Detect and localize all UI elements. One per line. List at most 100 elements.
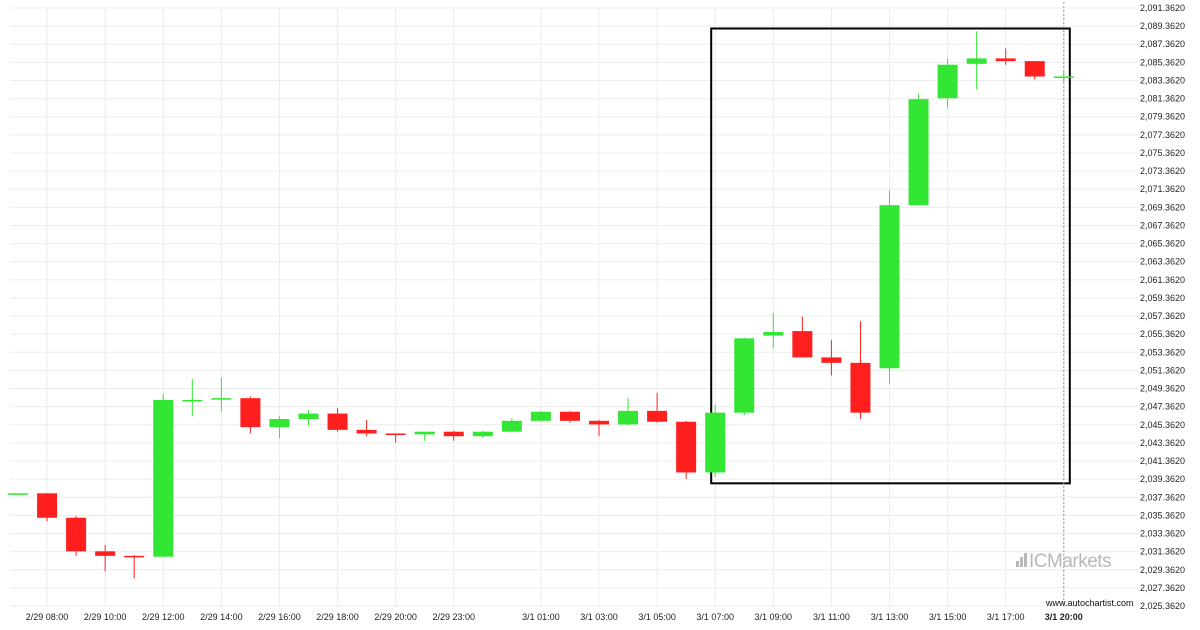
logo-text: ICMarkets <box>1029 551 1112 572</box>
y-tick-label: 2,025.3620 <box>1140 601 1185 611</box>
candle-body <box>937 64 958 99</box>
candle-body <box>153 399 174 557</box>
candle-body <box>472 431 493 437</box>
y-tick-label: 2,043.3620 <box>1140 438 1185 448</box>
y-tick-label: 2,075.3620 <box>1140 148 1185 158</box>
x-tick-label: 3/1 15:00 <box>929 612 967 622</box>
candle-body <box>298 413 319 420</box>
x-tick-label: 3/1 01:00 <box>522 612 560 622</box>
x-tick-label: 3/1 11:00 <box>813 612 850 622</box>
y-tick-label: 2,027.3620 <box>1140 583 1185 593</box>
x-tick-label: 3/1 13:00 <box>871 612 909 622</box>
y-tick-label: 2,079.3620 <box>1140 112 1185 122</box>
logo-bars-icon <box>1016 551 1028 573</box>
x-tick-label: 2/29 10:00 <box>84 612 127 622</box>
y-tick-label: 2,067.3620 <box>1140 220 1185 230</box>
y-tick-label: 2,055.3620 <box>1140 329 1185 339</box>
pattern-highlight-box <box>710 27 1071 485</box>
candle-body <box>66 517 87 552</box>
candle-body <box>792 331 813 358</box>
y-tick-label: 2,077.3620 <box>1140 130 1185 140</box>
candle-body <box>966 58 987 64</box>
candle-body <box>443 431 464 437</box>
x-tick-label: 3/1 03:00 <box>580 612 618 622</box>
x-tick-label: 2/29 16:00 <box>258 612 301 622</box>
candle-body <box>414 431 435 435</box>
x-tick-label: 2/29 08:00 <box>26 612 69 622</box>
grid-layer <box>10 7 1138 607</box>
x-axis: 2/29 08:00 2/29 10:00 2/29 12:00 2/29 14:00… <box>26 612 1083 622</box>
candle-body <box>850 362 871 413</box>
x-tick-label: 3/1 20:00 <box>1045 612 1083 622</box>
candle-body <box>240 398 261 428</box>
candle-body <box>95 551 116 556</box>
y-tick-label: 2,033.3620 <box>1140 529 1185 539</box>
y-tick-label: 2,057.3620 <box>1140 311 1185 321</box>
candle-body <box>37 493 58 518</box>
x-tick-label: 3/1 17:00 <box>987 612 1025 622</box>
candle-body <box>182 399 203 402</box>
y-tick-label: 2,069.3620 <box>1140 202 1185 212</box>
y-tick-label: 2,039.3620 <box>1140 474 1185 484</box>
x-tick-label: 2/29 23:00 <box>432 612 475 622</box>
x-tick-label: 3/1 07:00 <box>696 612 734 622</box>
candle-body <box>269 419 290 428</box>
candle-body <box>734 338 755 413</box>
candle-body <box>705 412 726 473</box>
candle-body <box>8 493 28 495</box>
candle-body <box>908 99 929 206</box>
candle-body <box>821 357 842 363</box>
candle-body <box>124 555 145 558</box>
y-tick-label: 2,035.3620 <box>1140 510 1185 520</box>
candle-body <box>211 398 232 400</box>
candle-body <box>501 420 522 432</box>
x-tick-label: 2/29 12:00 <box>142 612 185 622</box>
y-tick-label: 2,085.3620 <box>1140 57 1185 67</box>
y-tick-label: 2,031.3620 <box>1140 547 1185 557</box>
highlight-layer <box>710 2 1071 606</box>
candle-body <box>676 421 697 473</box>
candle-body <box>1024 61 1045 77</box>
candle-body <box>879 205 900 369</box>
candle-body <box>1053 76 1074 79</box>
y-tick-label: 2,037.3620 <box>1140 492 1185 502</box>
y-axis: 2,091.3620 2,089.3620 2,087.3620 2,085.3620… <box>1140 3 1185 611</box>
y-tick-label: 2,073.3620 <box>1140 166 1185 176</box>
broker-logo: ICMarkets <box>1016 551 1112 573</box>
y-tick-label: 2,047.3620 <box>1140 402 1185 412</box>
candle-body <box>618 410 639 425</box>
y-tick-label: 2,065.3620 <box>1140 239 1185 249</box>
candle-body <box>327 413 348 430</box>
x-tick-label: 2/29 20:00 <box>374 612 417 622</box>
x-tick-label: 2/29 18:00 <box>316 612 359 622</box>
y-tick-label: 2,089.3620 <box>1140 21 1185 31</box>
y-tick-label: 2,041.3620 <box>1140 456 1185 466</box>
y-tick-label: 2,071.3620 <box>1140 184 1185 194</box>
y-tick-label: 2,051.3620 <box>1140 365 1185 375</box>
candle-body <box>530 411 551 421</box>
y-tick-label: 2,081.3620 <box>1140 94 1185 104</box>
x-tick-label: 3/1 05:00 <box>638 612 676 622</box>
y-tick-label: 2,059.3620 <box>1140 293 1185 303</box>
x-tick-label: 2/29 14:00 <box>200 612 243 622</box>
candle-body <box>356 429 377 434</box>
y-tick-label: 2,083.3620 <box>1140 75 1185 85</box>
candle-layer <box>8 31 1074 579</box>
y-tick-label: 2,029.3620 <box>1140 565 1185 575</box>
candle-body <box>559 411 580 421</box>
candle-body <box>589 420 609 425</box>
website-label: www.autochartist.com <box>1046 598 1134 608</box>
y-tick-label: 2,053.3620 <box>1140 347 1185 357</box>
x-tick-label: 3/1 09:00 <box>755 612 793 622</box>
y-tick-label: 2,063.3620 <box>1140 257 1185 267</box>
candle-body <box>995 58 1016 62</box>
candle-body <box>385 433 406 436</box>
y-tick-label: 2,091.3620 <box>1140 3 1185 13</box>
candle-body <box>763 332 784 336</box>
y-tick-label: 2,049.3620 <box>1140 384 1185 394</box>
y-tick-label: 2,061.3620 <box>1140 275 1185 285</box>
candle-body <box>647 410 668 422</box>
y-tick-label: 2,045.3620 <box>1140 420 1185 430</box>
y-tick-label: 2,087.3620 <box>1140 39 1185 49</box>
